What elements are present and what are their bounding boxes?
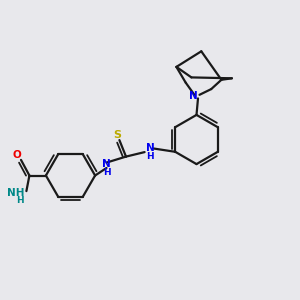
Text: H: H bbox=[103, 168, 110, 177]
Text: N: N bbox=[102, 159, 111, 169]
Text: H: H bbox=[16, 196, 24, 205]
Text: N: N bbox=[146, 143, 154, 154]
Text: H: H bbox=[146, 152, 154, 161]
Text: NH: NH bbox=[7, 188, 25, 198]
Text: S: S bbox=[113, 130, 121, 140]
Text: O: O bbox=[13, 150, 22, 160]
Text: N: N bbox=[188, 91, 197, 101]
